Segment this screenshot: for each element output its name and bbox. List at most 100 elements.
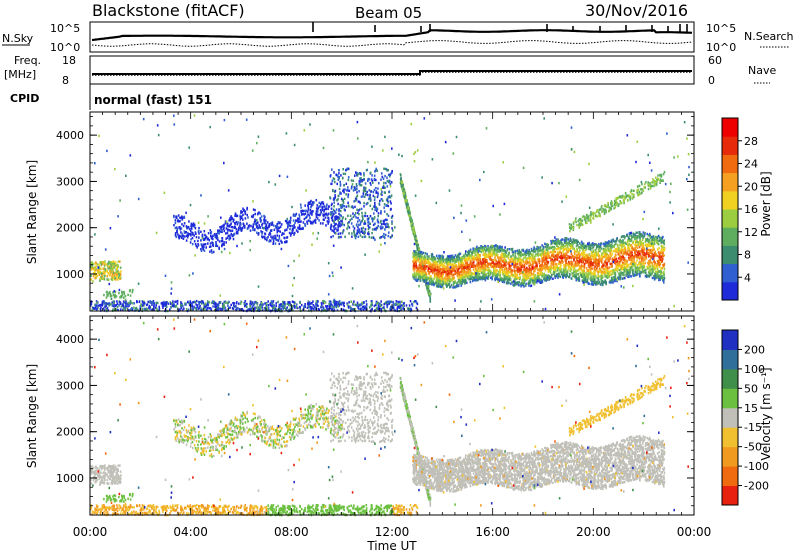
power-cell — [105, 304, 108, 307]
power-cell — [180, 231, 182, 234]
power-cell — [261, 303, 263, 306]
power-cell — [642, 262, 644, 265]
power-cell — [358, 172, 360, 175]
power-cell — [104, 260, 106, 263]
power-cell — [177, 214, 180, 217]
power-cell — [475, 248, 477, 251]
power-cell — [425, 282, 427, 285]
power-cell — [246, 208, 248, 211]
power-cell — [166, 301, 168, 304]
power-cell — [377, 212, 380, 215]
power-cell — [175, 305, 177, 308]
power-cell — [91, 261, 93, 264]
power-cell — [607, 241, 609, 245]
power-cell — [482, 272, 484, 276]
power-cell — [367, 201, 369, 205]
power-cell — [448, 282, 450, 286]
power-cell — [508, 261, 511, 264]
power-cell — [454, 266, 456, 269]
power-cell — [577, 260, 579, 263]
power-cell — [206, 307, 209, 310]
power-cell — [531, 273, 533, 276]
power-cell — [347, 176, 350, 179]
power-cell — [530, 263, 532, 267]
power-cell — [610, 239, 613, 242]
power-cell — [135, 309, 137, 312]
power-cell — [595, 247, 598, 250]
power-cell — [315, 214, 318, 217]
power-cell — [310, 203, 313, 207]
power-cell — [616, 243, 619, 247]
power-cell — [363, 222, 365, 225]
power-cell — [200, 249, 203, 252]
power-cell — [270, 222, 272, 225]
power-cell — [151, 303, 153, 306]
power-cell — [557, 242, 560, 245]
power-cell — [630, 239, 633, 242]
power-cell — [606, 270, 609, 273]
power-cell — [295, 229, 298, 232]
power-cell — [386, 185, 389, 188]
power-cell — [212, 234, 214, 237]
power-cell — [338, 172, 340, 175]
power-cell — [120, 305, 123, 308]
power-cell — [476, 256, 478, 259]
power-cell — [608, 243, 610, 246]
power-cell — [384, 233, 387, 237]
power-cell — [222, 224, 224, 227]
power-cell — [409, 216, 412, 219]
power-cell — [123, 296, 125, 299]
power-cell — [242, 218, 244, 221]
power-cell — [380, 236, 382, 239]
power-cell — [96, 263, 99, 266]
power-cell — [663, 254, 665, 257]
power-cell — [220, 239, 223, 243]
power-cell — [567, 238, 570, 241]
power-cell — [276, 225, 279, 229]
power-cell — [333, 230, 335, 233]
power-cell — [164, 302, 167, 305]
power-cell — [223, 226, 225, 229]
power-cell — [326, 305, 329, 308]
power-cell — [306, 215, 308, 218]
power-cell — [330, 227, 332, 231]
power-cell — [152, 301, 154, 304]
power-cell — [476, 248, 478, 251]
power-cell — [241, 210, 243, 214]
power-cell — [424, 270, 426, 273]
power-cell — [112, 291, 114, 294]
power-cell — [355, 183, 358, 186]
power-cell — [212, 305, 214, 308]
power-cell — [225, 237, 227, 240]
power-cell — [186, 226, 189, 229]
power-cell — [408, 304, 411, 307]
power-cell — [288, 301, 291, 304]
power-cell — [363, 172, 365, 175]
power-cell — [283, 306, 286, 310]
power-cell — [605, 255, 608, 258]
power-cell — [390, 181, 393, 184]
power-cell — [350, 222, 353, 225]
power-cell — [407, 206, 409, 210]
power-cell — [386, 305, 388, 309]
power-cell — [120, 270, 122, 273]
power-cell — [380, 192, 382, 196]
power-cell — [336, 300, 338, 304]
power-cell — [363, 230, 366, 233]
power-cell — [119, 260, 121, 263]
power-cell — [536, 281, 538, 284]
power-cell — [634, 254, 636, 258]
power-cell — [412, 223, 414, 226]
power-cell — [283, 301, 285, 305]
power-cell — [368, 196, 371, 199]
power-cell — [180, 303, 182, 307]
power-cell — [600, 278, 603, 282]
power-cell — [347, 167, 349, 170]
power-cell — [94, 265, 96, 269]
power-cell — [628, 271, 630, 274]
power-cell — [645, 268, 647, 272]
power-cell — [214, 235, 216, 238]
power-cell — [371, 307, 373, 311]
power-cell — [182, 304, 184, 308]
power-cell — [112, 264, 115, 267]
